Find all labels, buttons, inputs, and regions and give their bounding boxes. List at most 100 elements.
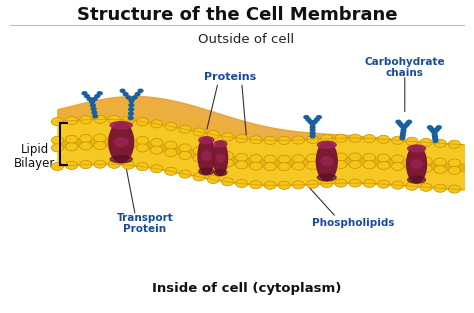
Circle shape xyxy=(310,132,315,135)
Circle shape xyxy=(292,162,305,170)
Circle shape xyxy=(80,116,92,124)
Ellipse shape xyxy=(213,141,228,175)
Circle shape xyxy=(335,153,347,161)
Circle shape xyxy=(122,142,135,151)
Circle shape xyxy=(335,179,347,187)
Circle shape xyxy=(405,122,410,126)
Circle shape xyxy=(448,159,461,167)
Text: Transport
Protein: Transport Protein xyxy=(117,213,173,234)
Circle shape xyxy=(94,141,106,150)
Text: Outside of cell: Outside of cell xyxy=(199,33,294,46)
Circle shape xyxy=(51,162,64,171)
Circle shape xyxy=(135,93,140,96)
Circle shape xyxy=(448,166,461,174)
Circle shape xyxy=(349,160,361,168)
Circle shape xyxy=(164,122,177,131)
Circle shape xyxy=(429,127,434,131)
Ellipse shape xyxy=(321,157,333,166)
Text: Inside of cell (cytoplasm): Inside of cell (cytoplasm) xyxy=(152,282,341,295)
Circle shape xyxy=(128,112,133,115)
Circle shape xyxy=(264,162,276,171)
Ellipse shape xyxy=(408,177,426,183)
Circle shape xyxy=(151,120,163,128)
Circle shape xyxy=(307,135,319,143)
Circle shape xyxy=(420,183,432,191)
Circle shape xyxy=(407,120,411,123)
Text: Phospholipids: Phospholipids xyxy=(311,218,394,228)
Circle shape xyxy=(264,181,276,189)
Circle shape xyxy=(304,115,309,119)
Circle shape xyxy=(310,129,315,132)
Circle shape xyxy=(264,136,276,145)
Circle shape xyxy=(108,134,120,142)
Circle shape xyxy=(400,124,404,127)
Circle shape xyxy=(164,149,177,156)
Text: Proteins: Proteins xyxy=(204,72,256,82)
Circle shape xyxy=(65,135,78,143)
Circle shape xyxy=(432,133,437,136)
Circle shape xyxy=(401,126,406,130)
Circle shape xyxy=(221,151,234,160)
Ellipse shape xyxy=(318,174,336,181)
Circle shape xyxy=(250,155,262,162)
Circle shape xyxy=(94,160,106,168)
Circle shape xyxy=(221,178,234,186)
Circle shape xyxy=(307,162,319,170)
Circle shape xyxy=(193,128,205,136)
Circle shape xyxy=(137,136,149,145)
Circle shape xyxy=(80,161,92,169)
Circle shape xyxy=(377,154,390,162)
Circle shape xyxy=(137,144,149,152)
Circle shape xyxy=(448,140,461,148)
Circle shape xyxy=(335,160,347,168)
Circle shape xyxy=(207,176,219,183)
Circle shape xyxy=(82,92,87,95)
Circle shape xyxy=(306,118,311,121)
Circle shape xyxy=(310,123,315,126)
Circle shape xyxy=(87,97,92,100)
Circle shape xyxy=(164,167,177,175)
Circle shape xyxy=(406,182,418,190)
Text: Carbohydrate
chains: Carbohydrate chains xyxy=(365,57,445,79)
Circle shape xyxy=(363,161,375,169)
Circle shape xyxy=(433,139,438,142)
Circle shape xyxy=(310,126,315,129)
Circle shape xyxy=(433,137,438,140)
Circle shape xyxy=(164,141,177,149)
Circle shape xyxy=(65,143,78,151)
Circle shape xyxy=(278,162,291,171)
Circle shape xyxy=(363,153,375,161)
Circle shape xyxy=(122,116,135,124)
Circle shape xyxy=(236,179,248,187)
Ellipse shape xyxy=(318,141,336,148)
Circle shape xyxy=(264,155,276,163)
Circle shape xyxy=(92,111,97,114)
Circle shape xyxy=(320,161,333,169)
Circle shape xyxy=(377,162,390,170)
Circle shape xyxy=(392,136,404,144)
Circle shape xyxy=(51,118,64,126)
Circle shape xyxy=(193,147,205,155)
Circle shape xyxy=(80,142,92,150)
Circle shape xyxy=(292,136,305,144)
Circle shape xyxy=(377,135,390,143)
Circle shape xyxy=(250,181,262,189)
Circle shape xyxy=(236,135,248,143)
Circle shape xyxy=(91,108,96,111)
Circle shape xyxy=(278,181,291,189)
Circle shape xyxy=(108,115,120,124)
Circle shape xyxy=(90,100,94,103)
Circle shape xyxy=(108,141,120,150)
Circle shape xyxy=(392,155,404,163)
Circle shape xyxy=(317,115,321,119)
Circle shape xyxy=(400,136,405,140)
Ellipse shape xyxy=(202,152,211,160)
Circle shape xyxy=(278,155,291,163)
Circle shape xyxy=(434,184,447,192)
Circle shape xyxy=(434,139,447,147)
Circle shape xyxy=(151,165,163,173)
Circle shape xyxy=(434,166,447,174)
Circle shape xyxy=(307,154,319,162)
Circle shape xyxy=(392,181,404,189)
Circle shape xyxy=(308,120,313,123)
